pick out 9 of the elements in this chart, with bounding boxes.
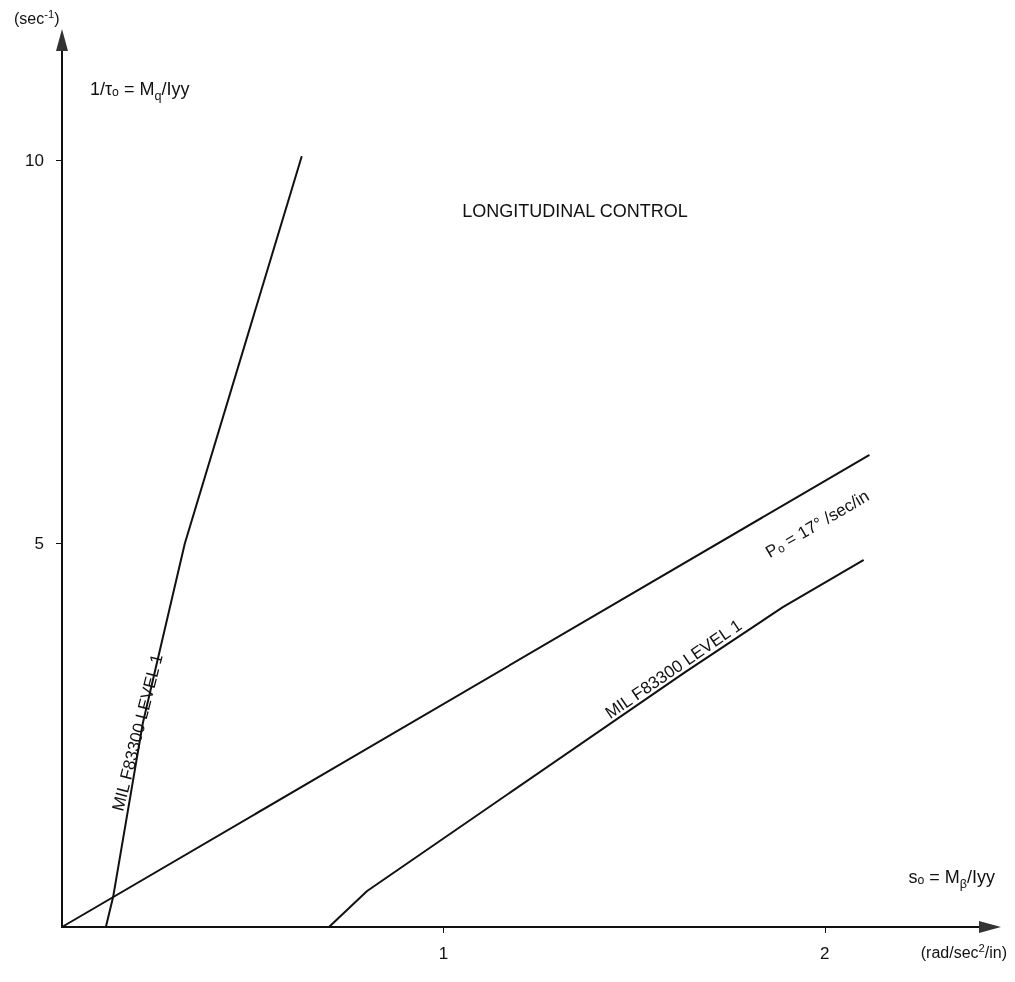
- x-axis-title: (rad/sec$^{2}$/in): [920, 942, 1007, 962]
- x-tick-label: 2: [820, 944, 830, 963]
- annotation: 1/τₒ = M$_{q}$/Iyy: [90, 79, 190, 104]
- y-axis-title: (sec$^{-1}$): [14, 8, 60, 28]
- x-tick-label: 1: [438, 944, 449, 963]
- y-tick-label: 10: [25, 150, 44, 170]
- annotation: sₒ = M$_{β}$/Iyy: [908, 867, 995, 892]
- y-tick-label: 5: [34, 534, 44, 554]
- text: LONGITUDINAL CONTROL: [462, 201, 688, 222]
